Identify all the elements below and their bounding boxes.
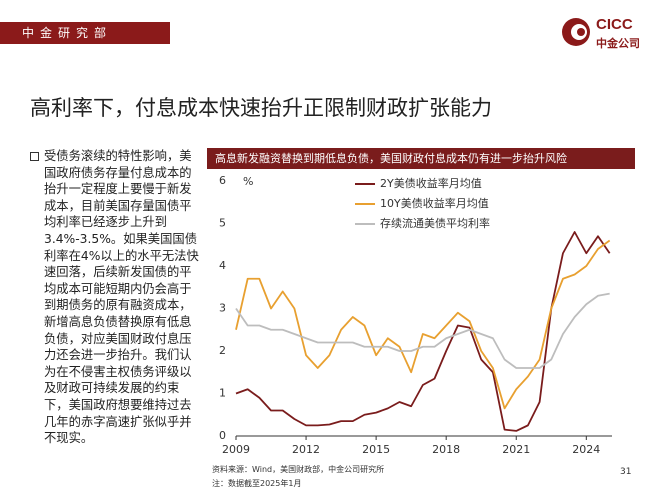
legend-label: 2Y美债收益率月均值 <box>380 176 482 190</box>
legend-label: 存续流通美债平均利率 <box>380 216 490 230</box>
y-tick-label: 6 <box>219 174 226 187</box>
x-tick-label: 2021 <box>502 443 530 456</box>
data-line <box>235 292 610 369</box>
y-tick-label: 1 <box>219 387 226 400</box>
y-tick-label: 0 <box>219 429 226 442</box>
logo-text: CICC <box>596 16 633 33</box>
data-line <box>235 239 611 410</box>
logo-text: 中金公司 <box>596 37 640 50</box>
section-header: 中金研究部 <box>0 22 170 44</box>
source: 资料来源：Wind，美国财政部，中金公司研究所 <box>212 465 385 474</box>
bullet-text: 受债务滚续的特性影响，美国政府债务存量付息成本的抬升一定程度上要慢于新发成本，目… <box>30 148 202 447</box>
legend-label: 10Y美债收益率月均值 <box>380 196 489 210</box>
y-tick-label: 2 <box>219 344 226 357</box>
y-tick-label: 4 <box>219 259 226 272</box>
x-tick-label: 2018 <box>432 443 460 456</box>
chart-title: 高息新发融资替换到期低息负债，美国财政付息成本仍有进一步抬升风险 <box>207 148 635 169</box>
logo-icon <box>562 18 590 46</box>
slide-title: 高利率下，付息成本快速抬升正限制财政扩张能力 <box>30 96 492 120</box>
bullet-icon <box>30 152 39 161</box>
x-tick-label: 2012 <box>292 443 320 456</box>
y-tick-label: 3 <box>219 302 226 315</box>
x-tick-label: 2009 <box>222 443 250 456</box>
note: 注：数据截至2025年1月 <box>212 479 302 488</box>
chart: % 0 1 2 3 4 5 6 2009 2012 2015 2018 2021 2024 2Y美债收益率… <box>219 174 612 456</box>
x-tick-label: 2015 <box>362 443 390 456</box>
y-tick-label: 5 <box>219 217 226 230</box>
x-tick-label: 2024 <box>572 443 600 456</box>
y-axis-label: % <box>243 175 253 188</box>
data-line <box>235 231 611 432</box>
bullet-body: 受债务滚续的特性影响，美国政府债务存量付息成本的抬升一定程度上要慢于新发成本，目… <box>44 149 199 446</box>
page-number: 31 <box>620 467 632 477</box>
